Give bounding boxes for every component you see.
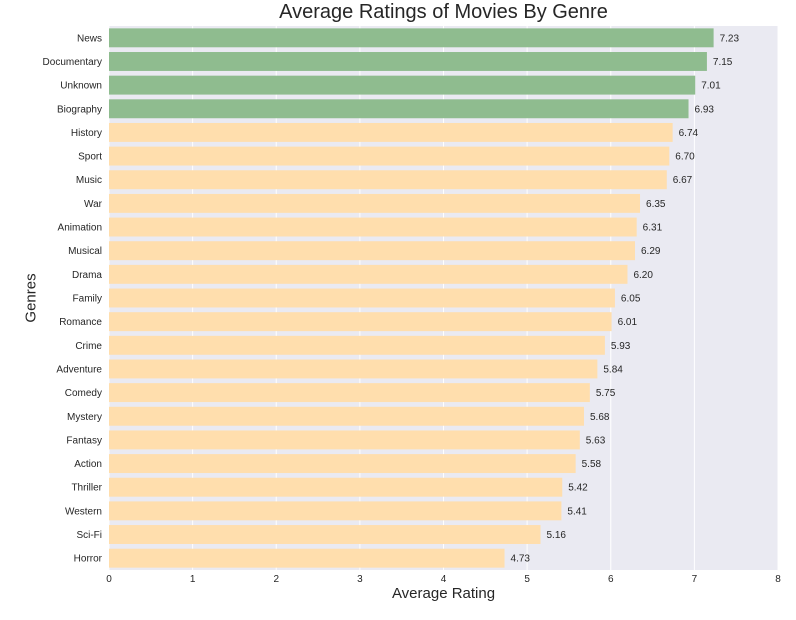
value-label: 5.58 <box>582 459 602 470</box>
y-tick-label: Horror <box>74 554 103 565</box>
bar <box>109 525 541 544</box>
y-tick-label: Sport <box>78 152 102 163</box>
bar <box>109 288 615 308</box>
value-label: 7.15 <box>713 57 733 68</box>
x-tick-label: 7 <box>692 574 698 585</box>
value-label: 6.70 <box>675 152 695 163</box>
x-tick-label: 8 <box>775 574 781 585</box>
y-tick-label: Romance <box>59 317 102 328</box>
bar <box>109 454 576 474</box>
value-label: 7.01 <box>701 81 721 92</box>
y-tick-labels: News Documentary Unknown Biography History Sp… <box>43 33 103 564</box>
y-tick-label: Comedy <box>65 388 102 399</box>
value-label: 6.20 <box>633 270 653 281</box>
bar <box>109 99 689 119</box>
bar <box>109 359 598 379</box>
y-tick-label: Animation <box>58 223 102 234</box>
x-tick-label: 4 <box>441 574 447 585</box>
bar <box>109 430 580 450</box>
bar <box>109 122 673 142</box>
bar <box>109 383 590 403</box>
bar <box>109 501 562 521</box>
bar <box>109 548 505 568</box>
value-label: 6.67 <box>673 175 693 186</box>
bar <box>109 146 670 166</box>
value-label: 4.73 <box>511 554 531 565</box>
value-label: 5.93 <box>611 341 631 352</box>
value-label: 7.23 <box>720 33 740 44</box>
x-tick-label: 0 <box>106 574 112 585</box>
value-label: 6.01 <box>618 317 638 328</box>
value-label: 6.05 <box>621 294 641 305</box>
bar <box>109 28 714 48</box>
value-label: 6.93 <box>695 104 715 115</box>
value-label: 5.84 <box>603 364 623 375</box>
chart-title: Average Ratings of Movies By Genre <box>279 1 608 23</box>
x-tick-labels: 0 1 2 3 4 5 6 7 8 <box>106 574 781 585</box>
bar <box>109 264 628 284</box>
y-tick-label: Biography <box>57 104 102 115</box>
y-tick-label: Musical <box>68 246 102 257</box>
value-label: 5.16 <box>547 530 567 541</box>
x-tick-label: 3 <box>357 574 363 585</box>
bar <box>109 312 612 332</box>
y-tick-label: Fantasy <box>66 435 102 446</box>
value-label: 5.75 <box>596 388 616 399</box>
bar <box>109 477 563 497</box>
bar <box>109 241 636 261</box>
y-tick-label: Western <box>65 506 102 517</box>
bars-group <box>109 28 714 568</box>
bar <box>109 335 605 355</box>
y-tick-label: Thriller <box>71 483 102 494</box>
value-label: 5.68 <box>590 412 610 423</box>
y-tick-label: Music <box>76 175 102 186</box>
bar <box>109 406 584 426</box>
y-tick-label: Unknown <box>60 81 102 92</box>
y-tick-label: News <box>77 33 102 44</box>
bar <box>109 52 707 71</box>
value-label: 5.63 <box>586 435 606 446</box>
bar <box>109 170 667 190</box>
y-tick-label: War <box>84 199 103 210</box>
y-tick-label: Documentary <box>43 57 102 68</box>
x-tick-label: 6 <box>608 574 614 585</box>
value-label: 5.42 <box>568 483 588 494</box>
y-tick-label: Sci-Fi <box>76 530 102 541</box>
value-label: 6.29 <box>641 246 661 257</box>
y-tick-label: Crime <box>75 341 102 352</box>
y-tick-label: Mystery <box>67 412 102 423</box>
x-tick-label: 5 <box>524 574 530 585</box>
y-tick-label: History <box>71 128 102 139</box>
y-tick-label: Drama <box>72 270 102 281</box>
y-tick-label: Action <box>74 459 102 470</box>
x-tick-label: 2 <box>273 574 279 585</box>
value-label: 6.31 <box>643 223 663 234</box>
x-tick-label: 1 <box>190 574 196 585</box>
value-label: 6.74 <box>679 128 699 139</box>
y-tick-label: Adventure <box>56 364 102 375</box>
bar <box>109 217 637 237</box>
y-tick-label: Family <box>73 294 102 305</box>
bar <box>109 193 641 213</box>
bar <box>109 75 696 95</box>
value-label: 5.41 <box>567 506 587 517</box>
value-labels: 7.23 7.15 7.01 6.93 6.74 6.70 6.67 6.35 6.31 6.29… <box>511 33 740 564</box>
x-axis-label: Average Rating <box>391 585 496 602</box>
value-label: 6.35 <box>646 199 666 210</box>
